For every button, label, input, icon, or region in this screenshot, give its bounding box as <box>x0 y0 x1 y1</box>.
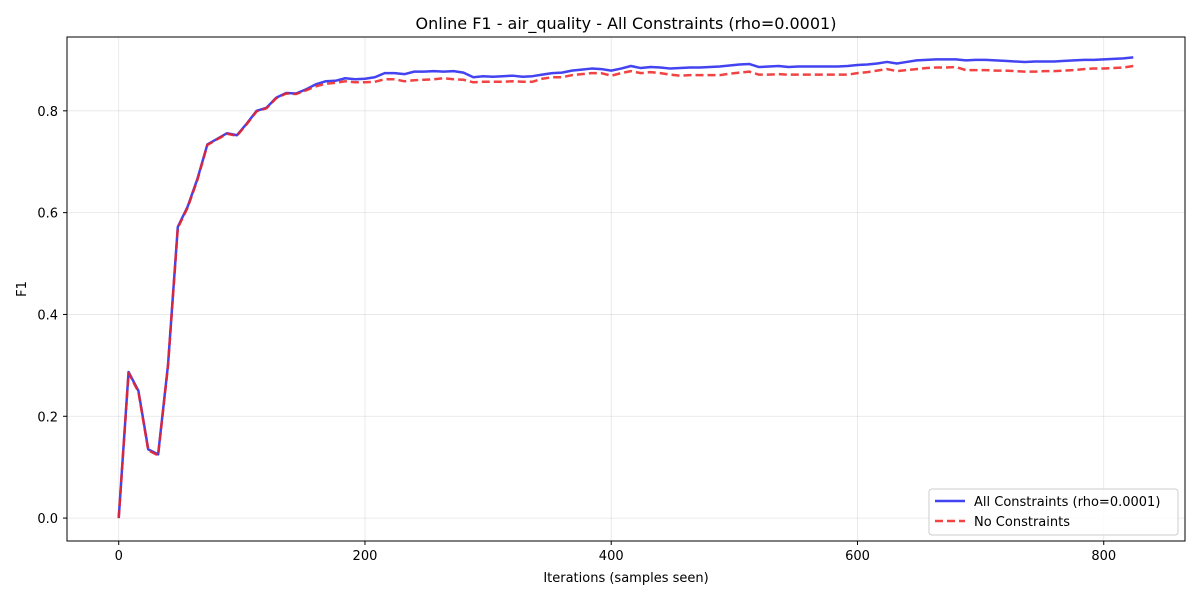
y-axis-ticks: 0.0 0.2 0.4 0.6 0.8 <box>37 105 67 527</box>
x-tick-label: 600 <box>845 549 870 564</box>
x-axis-label: Iterations (samples seen) <box>543 571 708 586</box>
x-tick-label: 0 <box>115 549 123 564</box>
y-tick-label: 0.4 <box>37 308 58 323</box>
plot-area-frame <box>66 36 1186 542</box>
series-lines <box>117 56 1134 519</box>
y-tick-label: 0.6 <box>37 207 58 222</box>
y-tick-label: 0.8 <box>37 105 58 120</box>
x-axis-ticks: 0 200 400 600 800 <box>115 541 1116 564</box>
y-tick-label: 0.2 <box>37 410 58 425</box>
chart-title: Online F1 - air_quality - All Constraint… <box>416 14 837 34</box>
x-tick-label: 800 <box>1091 549 1116 564</box>
grid <box>67 37 1185 541</box>
series-line-no-constraints <box>117 64 1134 519</box>
x-tick-label: 400 <box>599 549 624 564</box>
y-axis-label: F1 <box>15 281 30 297</box>
legend-box <box>928 488 1179 536</box>
y-tick-label: 0.0 <box>37 512 58 527</box>
x-tick-label: 200 <box>353 549 378 564</box>
legend-label-no-constraints: No Constraints <box>974 515 1070 530</box>
legend-label-all-constraints: All Constraints (rho=0.0001) <box>974 495 1160 510</box>
legend: All Constraints (rho=0.0001) No Constrai… <box>928 488 1179 536</box>
series-line-all-constraints <box>117 56 1134 519</box>
